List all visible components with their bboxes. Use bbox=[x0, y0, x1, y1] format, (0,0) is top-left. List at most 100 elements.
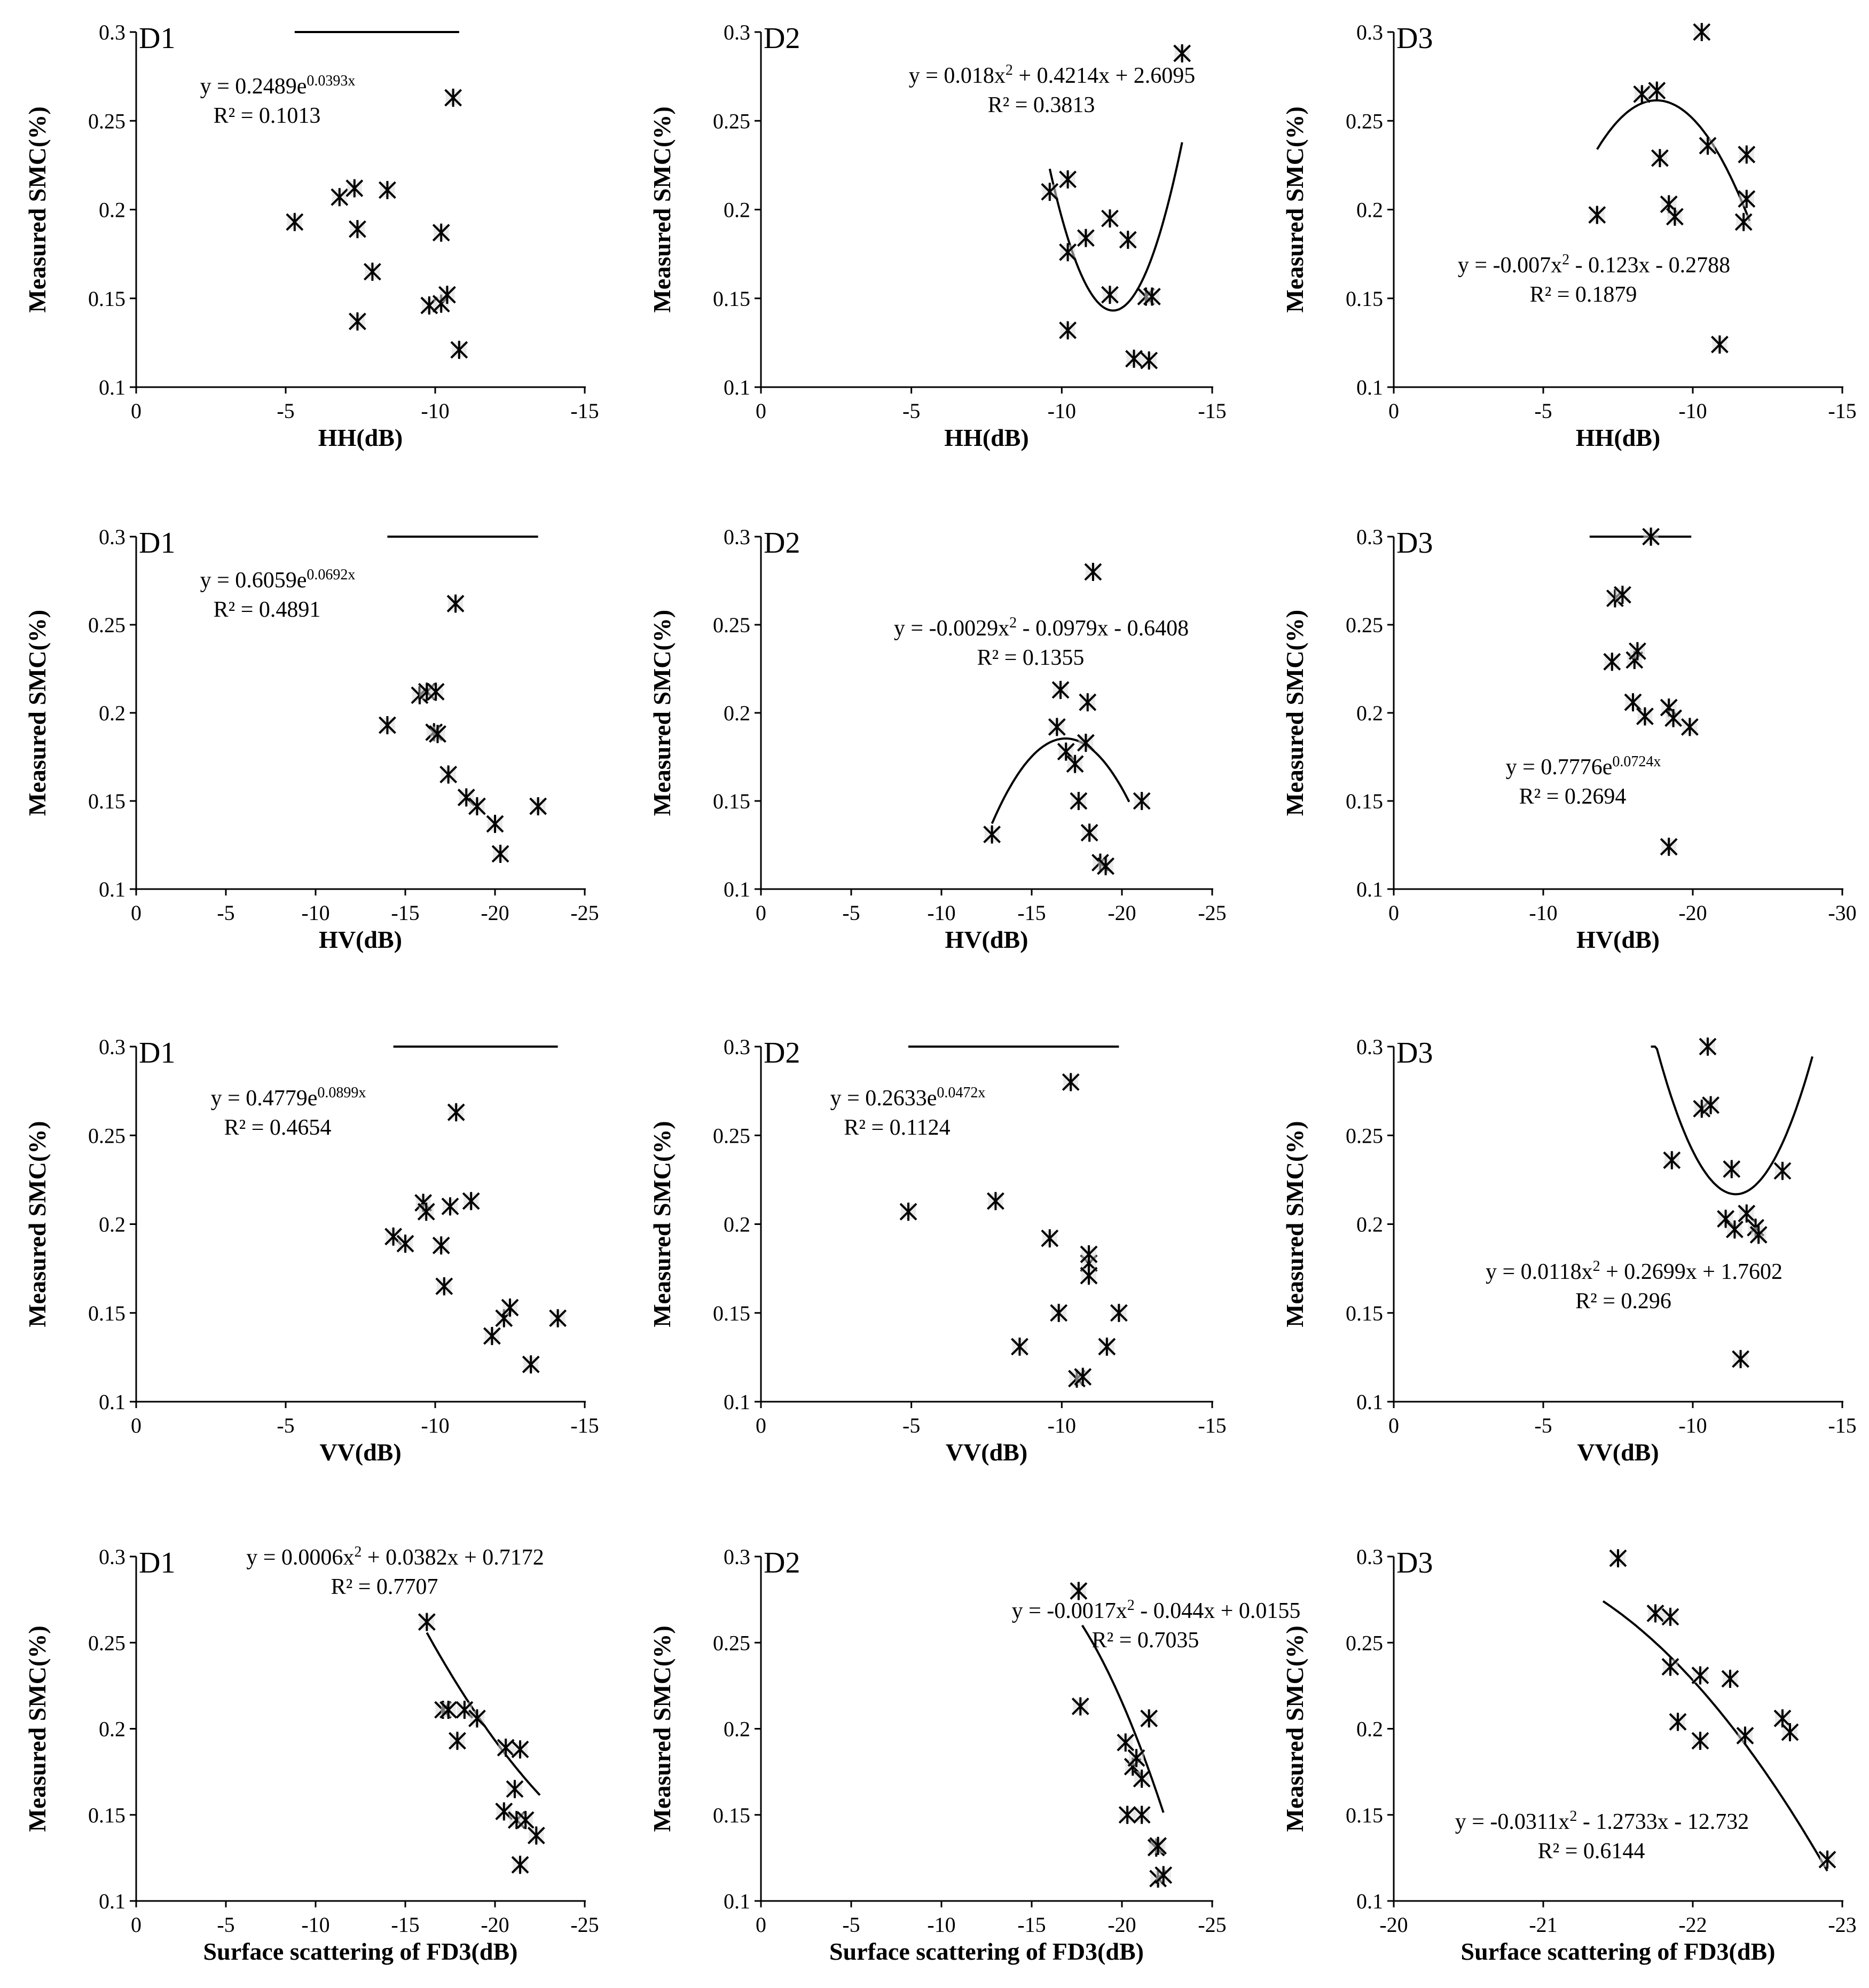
data-point bbox=[1624, 693, 1642, 712]
data-point bbox=[1699, 136, 1717, 155]
x-axis-label: Surface scattering of FD3(dB) bbox=[1461, 1938, 1776, 1965]
x-tick-label: -5 bbox=[902, 1413, 920, 1437]
y-tick-label: 0.15 bbox=[1346, 287, 1383, 311]
y-tick-label: 0.2 bbox=[724, 1213, 750, 1237]
y-axis-label: Measured SMC(%) bbox=[23, 1121, 51, 1327]
y-tick-label: 0.1 bbox=[1356, 1889, 1383, 1913]
panel-title: D2 bbox=[764, 527, 800, 560]
y-tick-label: 0.3 bbox=[724, 20, 750, 44]
x-tick-label: 0 bbox=[131, 399, 142, 423]
data-point bbox=[497, 1738, 515, 1757]
data-point bbox=[1710, 335, 1729, 354]
data-point bbox=[1736, 1726, 1754, 1745]
x-axis-label: VV(dB) bbox=[319, 1439, 401, 1466]
data-point bbox=[447, 1103, 465, 1122]
panel-title: D3 bbox=[1396, 1036, 1433, 1070]
data-point bbox=[462, 1192, 480, 1211]
data-point bbox=[1660, 837, 1678, 856]
r-squared: R² = 0.1355 bbox=[977, 646, 1085, 670]
r-squared: R² = 0.3813 bbox=[988, 93, 1095, 117]
data-point bbox=[1734, 213, 1753, 231]
fit-equation: y = -0.0029x2 - 0.0979x - 0.6408 bbox=[894, 615, 1189, 641]
panel-title: D1 bbox=[139, 22, 175, 55]
x-tick-label: -5 bbox=[842, 901, 860, 925]
y-tick-label: 0.2 bbox=[724, 1717, 750, 1741]
chart-panel-4: 0.1 0.15 0.2 0.25 0.3 0 -5 -10 -15 -20 -25 HV(dB) Me… bbox=[23, 525, 599, 953]
y-tick-label: 0.3 bbox=[724, 525, 750, 549]
data-point bbox=[1066, 755, 1084, 773]
chart-panel-5: 0.1 0.15 0.2 0.25 0.3 0 -5 -10 -15 -20 -25 HV(dB) Me… bbox=[648, 525, 1227, 953]
fit-equation: y = -0.0311x2 - 1.2733x - 12.732 bbox=[1455, 1808, 1749, 1835]
y-tick-label: 0.25 bbox=[88, 1123, 125, 1148]
y-tick-label: 0.15 bbox=[88, 789, 125, 813]
y-tick-label: 0.3 bbox=[1356, 1545, 1383, 1569]
data-point bbox=[1721, 1669, 1739, 1688]
fit-equation: y = 0.6059e0.0692x bbox=[200, 567, 356, 593]
y-tick-label: 0.25 bbox=[713, 613, 750, 637]
y-axis-label: Measured SMC(%) bbox=[23, 1625, 51, 1832]
fit-equation: y = 0.2489e0.0393x bbox=[200, 73, 356, 99]
y-tick-label: 0.1 bbox=[1356, 877, 1383, 901]
x-axis-label: Surface scattering of FD3(dB) bbox=[829, 1938, 1144, 1965]
x-tick-label: 0 bbox=[756, 901, 766, 925]
y-tick-label: 0.15 bbox=[1346, 789, 1383, 813]
data-point bbox=[331, 188, 349, 207]
data-point bbox=[1041, 1229, 1059, 1248]
panel-title: D1 bbox=[139, 1546, 175, 1580]
x-tick-label: -5 bbox=[277, 399, 294, 423]
data-point bbox=[1074, 1368, 1092, 1386]
y-axis-label: Measured SMC(%) bbox=[1281, 1121, 1308, 1327]
x-tick-label: -15 bbox=[1198, 399, 1226, 423]
x-tick-label: -20 bbox=[1108, 1913, 1136, 1937]
x-tick-label: -15 bbox=[391, 901, 419, 925]
chart-panel-3: 0.1 0.15 0.2 0.25 0.3 0 -5 -10 -15 HH(dB) Measured… bbox=[1281, 20, 1857, 451]
x-tick-label: -15 bbox=[1198, 1413, 1226, 1437]
x-tick-label: -5 bbox=[217, 1913, 234, 1937]
data-point bbox=[1738, 1204, 1756, 1223]
x-axis-label: VV(dB) bbox=[1577, 1439, 1659, 1466]
data-point bbox=[1738, 190, 1756, 208]
x-tick-label: -15 bbox=[1828, 399, 1856, 423]
data-point bbox=[1077, 229, 1095, 247]
data-point bbox=[1680, 718, 1699, 736]
data-point bbox=[432, 223, 450, 242]
data-point bbox=[1051, 681, 1070, 700]
y-tick-label: 0.15 bbox=[88, 1301, 125, 1325]
data-point bbox=[1669, 1712, 1687, 1731]
y-axis-label: Measured SMC(%) bbox=[23, 610, 51, 816]
y-tick-label: 0.25 bbox=[1346, 613, 1383, 637]
data-point bbox=[1651, 149, 1669, 168]
x-tick-label: -15 bbox=[570, 1413, 599, 1437]
y-tick-label: 0.3 bbox=[99, 525, 125, 549]
x-tick-label: 0 bbox=[131, 1413, 142, 1437]
data-point bbox=[439, 1701, 458, 1719]
fit-equation: y = 0.7776e0.0724x bbox=[1506, 753, 1661, 780]
y-axis-label: Measured SMC(%) bbox=[648, 106, 676, 312]
y-tick-label: 0.25 bbox=[1346, 1123, 1383, 1148]
y-tick-label: 0.25 bbox=[88, 1631, 125, 1655]
x-tick-label: -21 bbox=[1529, 1913, 1557, 1937]
y-tick-label: 0.15 bbox=[713, 287, 750, 311]
y-tick-label: 0.15 bbox=[88, 1803, 125, 1827]
x-tick-label: 0 bbox=[756, 1413, 766, 1437]
data-point bbox=[1133, 1805, 1151, 1824]
data-point bbox=[506, 1780, 524, 1798]
fit-equation: y = -0.0017x2 - 0.044x + 0.0155 bbox=[1012, 1597, 1301, 1624]
data-point bbox=[1133, 1770, 1151, 1788]
data-point bbox=[348, 220, 366, 239]
data-point bbox=[1077, 734, 1095, 752]
y-tick-label: 0.15 bbox=[713, 789, 750, 813]
x-tick-label: -25 bbox=[570, 1913, 599, 1937]
chart-panel-6: 0.1 0.15 0.2 0.25 0.3 0 -10 -20 -30 HV(dB) Measure… bbox=[1281, 525, 1857, 953]
data-point bbox=[1119, 231, 1137, 249]
y-axis-label: Measured SMC(%) bbox=[648, 1625, 676, 1832]
y-tick-label: 0.2 bbox=[724, 701, 750, 725]
x-tick-label: -25 bbox=[1198, 1913, 1226, 1937]
data-point bbox=[468, 797, 486, 815]
y-tick-label: 0.1 bbox=[724, 877, 750, 901]
x-tick-label: -10 bbox=[1678, 399, 1707, 423]
x-tick-label: -30 bbox=[1828, 901, 1856, 925]
trend-line bbox=[1651, 1046, 1813, 1196]
x-tick-label: -15 bbox=[570, 399, 599, 423]
